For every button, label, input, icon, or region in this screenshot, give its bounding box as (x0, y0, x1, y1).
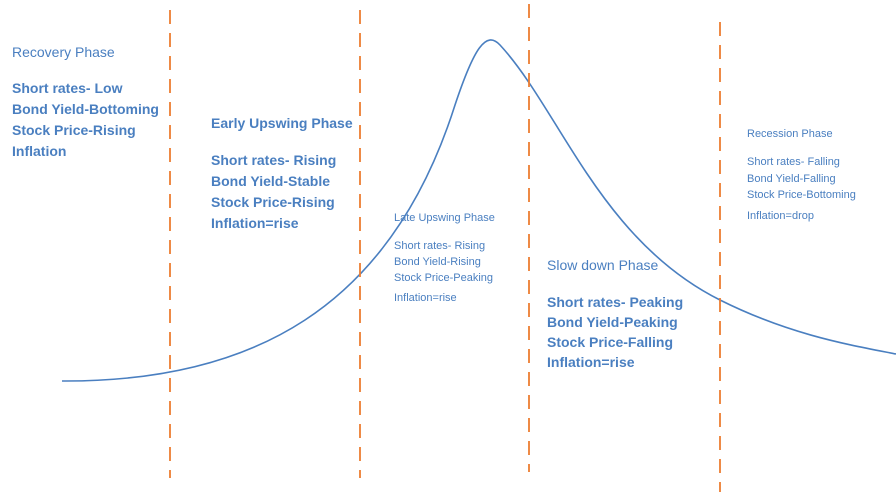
phase-detail-inflation: Inflation (12, 143, 67, 159)
phase-detail-bond-yield: Bond Yield-Rising (394, 256, 481, 268)
phase-detail-bond-yield: Bond Yield-Bottoming (12, 101, 159, 117)
phase-title: Recovery Phase (12, 44, 115, 60)
phase-detail-inflation: Inflation=rise (211, 215, 299, 231)
phase-title: Late Upswing Phase (394, 212, 495, 224)
business-cycle-curve (61, 39, 896, 382)
phase-detail-short-rates: Short rates- Low (12, 80, 123, 96)
phase-detail-stock-price: Stock Price-Falling (547, 334, 674, 350)
phase-detail-stock-price: Stock Price-Peaking (394, 272, 494, 284)
phase-detail-inflation: Inflation=drop (747, 209, 814, 222)
recovery-phase-block: Recovery Phase Short rates- Low Bond Yie… (12, 44, 159, 162)
phase-title: Recession Phase (747, 128, 833, 140)
phase-detail-short-rates: Short rates- Falling (747, 156, 840, 168)
phase-detail-stock-price: Stock Price-Rising (211, 194, 335, 210)
early-upswing-phase-block: Early Upswing Phase Short rates- Rising … (211, 115, 353, 234)
phase-title: Slow down Phase (547, 257, 659, 273)
late-upswing-phase-block: Late Upswing Phase Short rates- Rising B… (394, 212, 495, 306)
phase-detail-stock-price: Stock Price-Rising (12, 122, 136, 138)
phase-detail-bond-yield: Bond Yield-Stable (211, 173, 331, 189)
phase-title: Early Upswing Phase (211, 115, 353, 131)
phase-detail-bond-yield: Bond Yield-Peaking (547, 314, 678, 330)
phase-detail-short-rates: Short rates- Rising (394, 240, 486, 252)
phase-detail-inflation: Inflation=rise (547, 354, 635, 370)
phase-detail-inflation: Inflation=rise (394, 292, 457, 304)
phase-detail-short-rates: Short rates- Peaking (547, 294, 684, 310)
phase-detail-stock-price: Stock Price-Bottoming (747, 189, 856, 201)
slow-down-phase-block: Slow down Phase Short rates- Peaking Bon… (547, 257, 683, 372)
phase-detail-short-rates: Short rates- Rising (211, 152, 337, 168)
recession-phase-block: Recession Phase Short rates- Falling Bon… (747, 128, 856, 224)
phase-detail-bond-yield: Bond Yield-Falling (747, 172, 836, 185)
